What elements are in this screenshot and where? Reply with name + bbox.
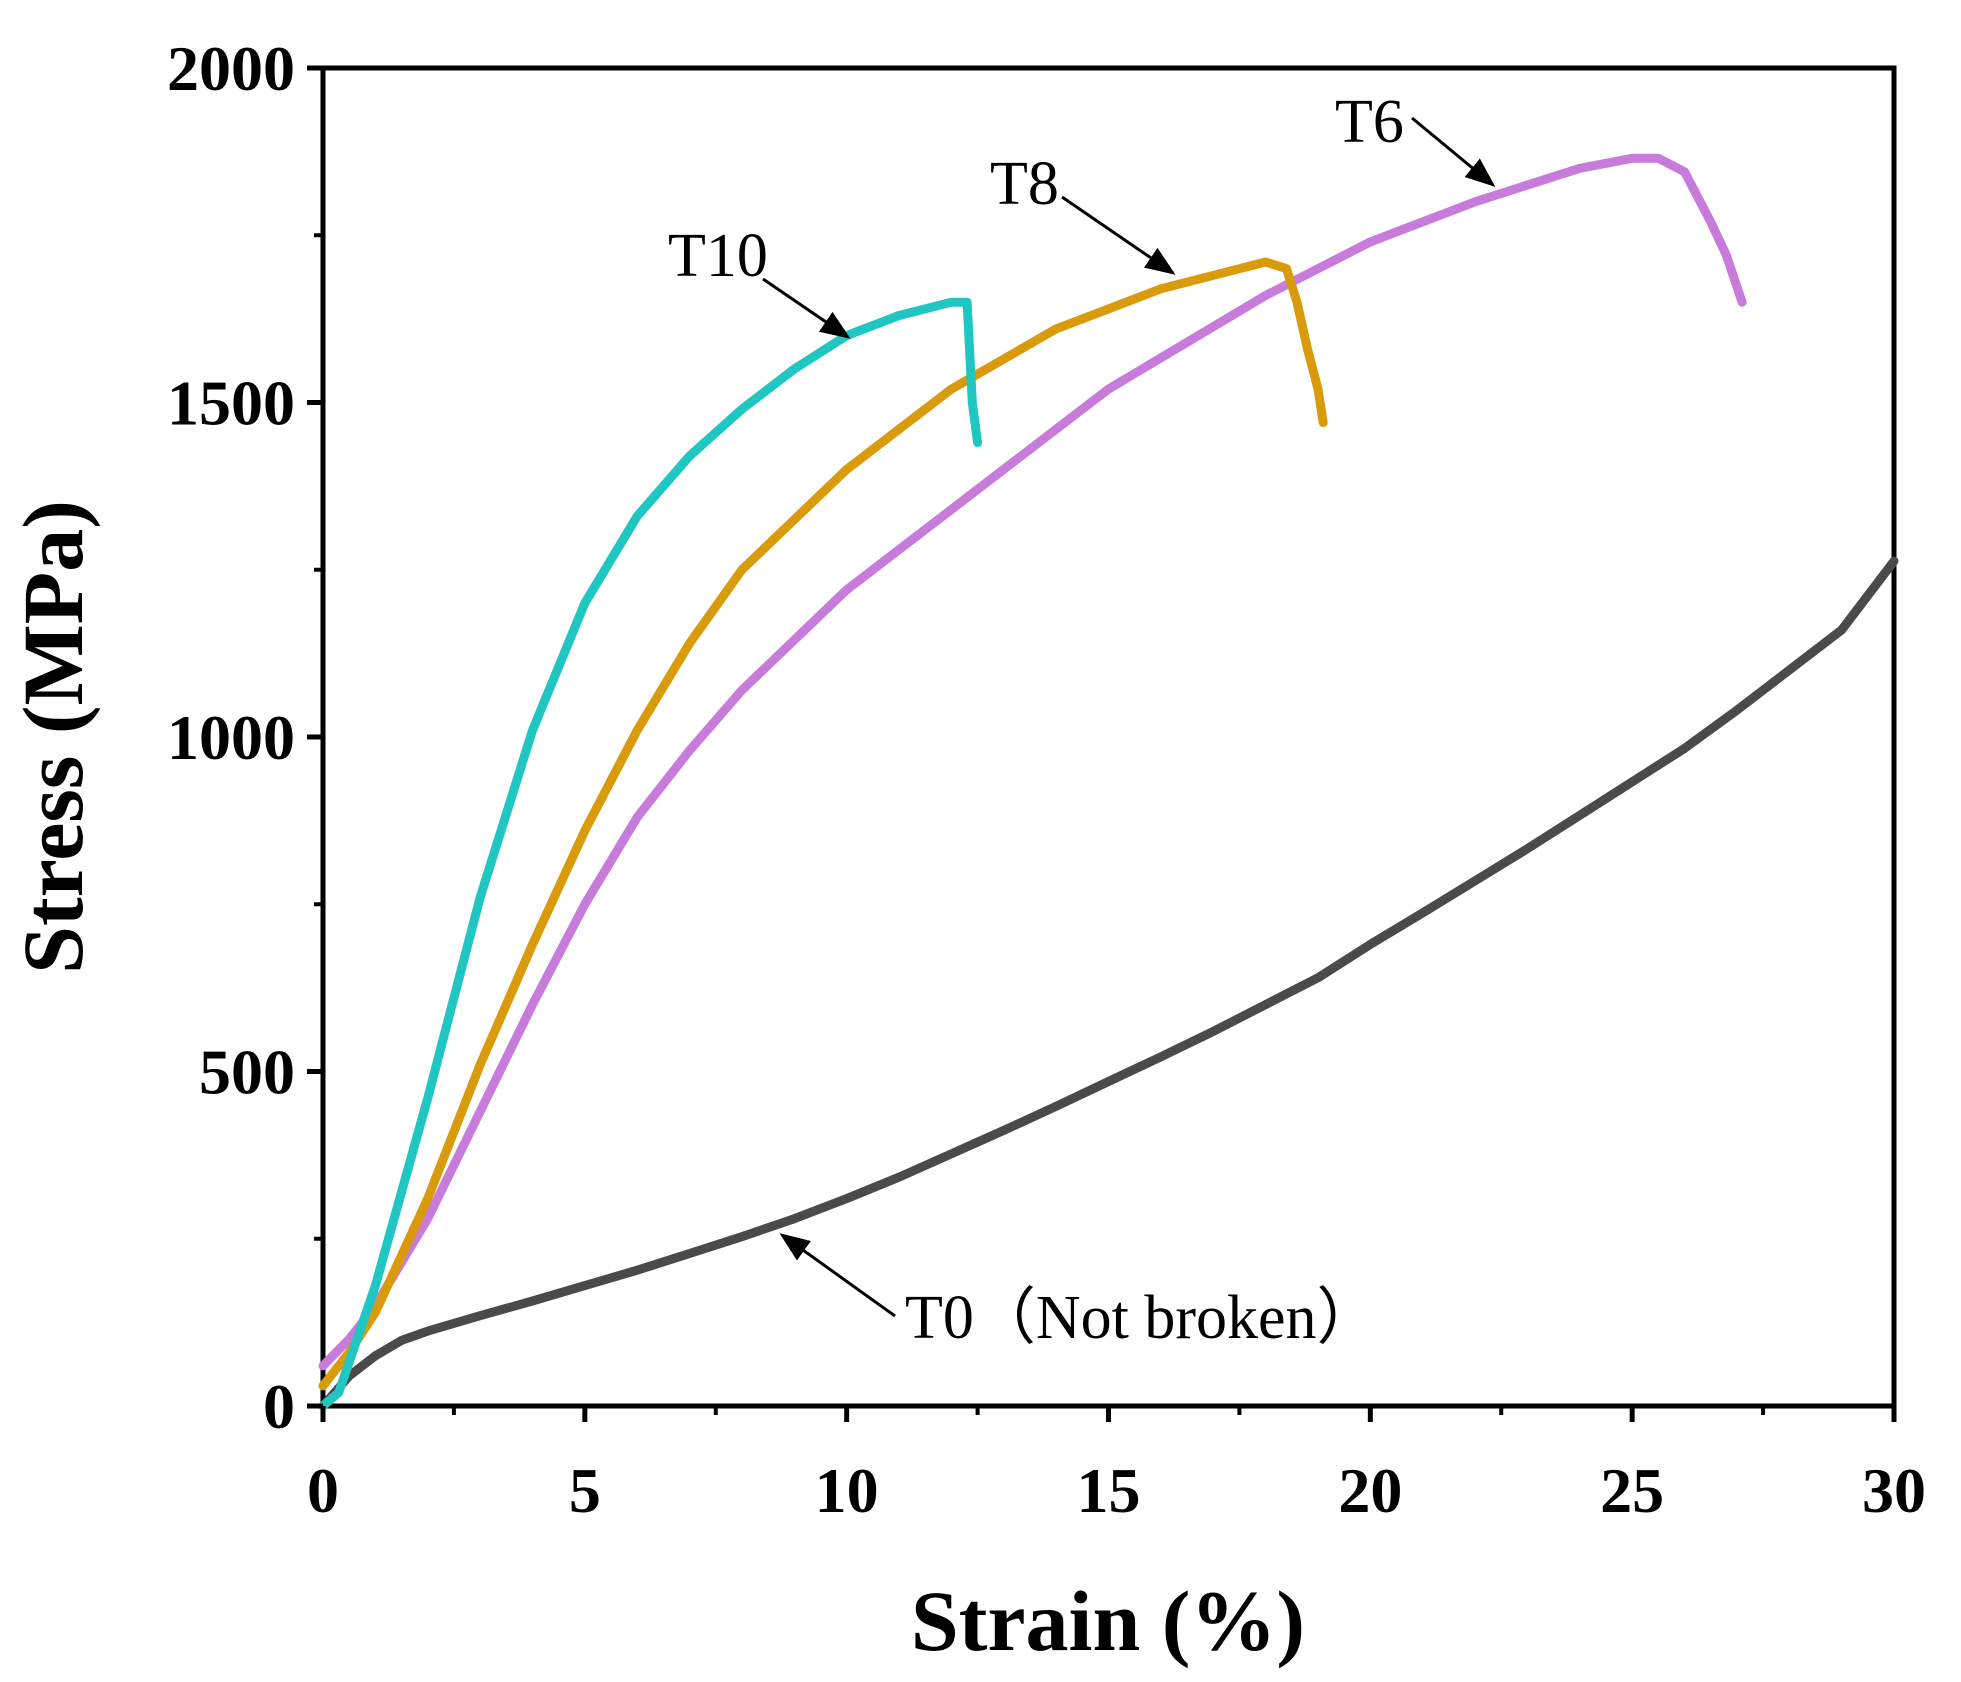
x-axis-title: Strain (%) xyxy=(911,1573,1305,1669)
y-axis-ticks: 0 500 1000 1500 2000 xyxy=(167,33,323,1442)
y-tick-label: 1000 xyxy=(167,702,295,773)
annotation-label-t0: T0（Not broken） xyxy=(905,1284,1379,1352)
annotation-arrow-t8 xyxy=(1061,195,1176,275)
x-tick-label: 15 xyxy=(1077,1455,1141,1526)
x-tick-label: 20 xyxy=(1338,1455,1402,1526)
annotation-t8: T8 xyxy=(990,150,1176,275)
annotation-arrow-t6 xyxy=(1411,116,1496,187)
annotation-label-t8: T8 xyxy=(990,150,1059,218)
annotation-t10: T10 xyxy=(668,222,851,339)
x-axis-ticks: 0 5 10 15 20 25 30 xyxy=(307,1406,1926,1526)
annotation-arrow-t0 xyxy=(779,1233,896,1318)
y-axis-title: Stress (MPa) xyxy=(5,500,101,974)
annotation-label-t10: T10 xyxy=(668,222,768,290)
plot-frame xyxy=(320,65,1897,1409)
x-tick-label: 30 xyxy=(1862,1455,1926,1526)
x-tick-label: 0 xyxy=(307,1455,339,1526)
annotation-t6: T6 xyxy=(1335,88,1496,187)
x-tick-label: 5 xyxy=(569,1455,601,1526)
y-tick-label: 1500 xyxy=(167,368,295,439)
series-layer xyxy=(318,153,1899,1411)
y-tick-label: 500 xyxy=(199,1037,295,1108)
y-tick-label: 0 xyxy=(263,1371,295,1442)
series-line-t8 xyxy=(318,257,1328,1391)
x-tick-label: 25 xyxy=(1600,1455,1664,1526)
x-tick-label: 10 xyxy=(815,1455,879,1526)
series-line-t0 xyxy=(318,556,1899,1411)
annotation-t0: T0（Not broken） xyxy=(779,1233,1379,1352)
y-tick-label: 2000 xyxy=(167,33,295,104)
annotation-arrow-t10 xyxy=(762,277,851,339)
series-line-t10 xyxy=(318,297,983,1411)
series-line-t6 xyxy=(318,153,1747,1371)
annotation-label-t6: T6 xyxy=(1335,88,1404,156)
